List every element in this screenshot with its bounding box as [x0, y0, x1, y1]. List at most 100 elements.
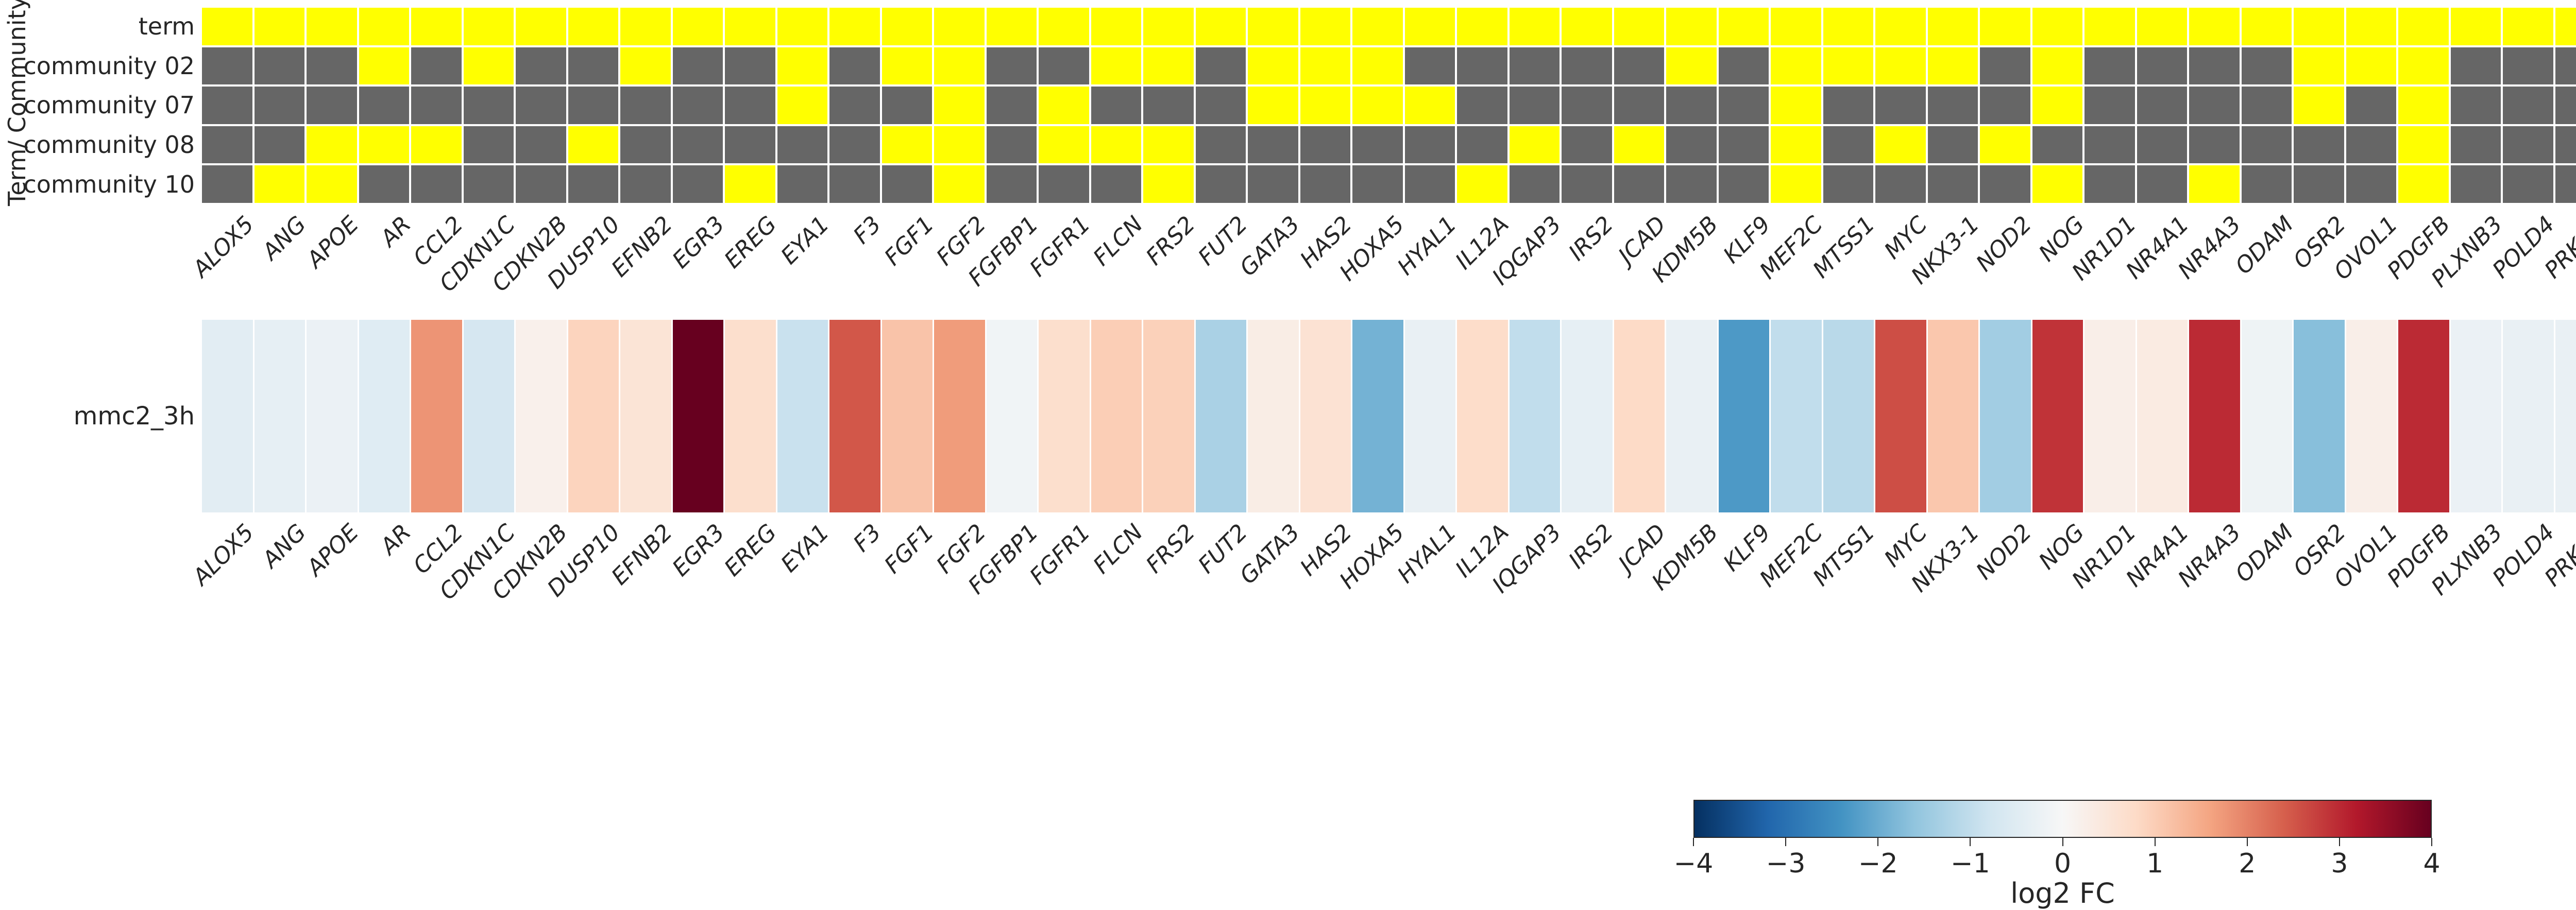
membership-cell: [2294, 126, 2344, 164]
membership-cell: [620, 126, 671, 164]
membership-cell: [1980, 47, 2030, 85]
membership-cell: [2398, 126, 2449, 164]
membership-cell: [1875, 47, 1926, 85]
membership-cell: [882, 8, 932, 45]
membership-cell: [307, 47, 357, 85]
membership-cell: [1143, 165, 1194, 203]
membership-cell: [2189, 87, 2240, 124]
expression-cell: [254, 320, 305, 512]
membership-cell: [202, 165, 252, 203]
colorbar-tick: [1877, 838, 1879, 846]
expression-cell: [1614, 320, 1665, 512]
membership-cell: [2503, 126, 2553, 164]
membership-cell: [2450, 8, 2501, 45]
expression-cell: [1248, 320, 1299, 512]
membership-cell: [934, 165, 985, 203]
membership-cell: [1562, 165, 1612, 203]
membership-cell: [2294, 165, 2344, 203]
membership-cell: [254, 165, 304, 203]
membership-cell: [1457, 8, 1507, 45]
membership-cell: [1718, 47, 1769, 85]
membership-cell: [568, 8, 618, 45]
membership-cell: [2346, 8, 2396, 45]
expression-cell: [1875, 320, 1926, 512]
membership-cell: [2555, 87, 2576, 124]
membership-cell: [2346, 126, 2396, 164]
gene-label: FRS2: [1141, 519, 1200, 579]
colorbar-tick: [2246, 838, 2248, 846]
membership-cell: [411, 87, 462, 124]
membership-cell: [1823, 8, 1873, 45]
membership-cell: [2503, 165, 2553, 203]
membership-cell: [829, 126, 880, 164]
gene-label: EREG: [719, 211, 782, 274]
membership-row-label: term: [138, 12, 195, 41]
membership-cell: [1509, 165, 1560, 203]
gene-label: IRS2: [1564, 211, 1619, 266]
membership-cell: [202, 47, 252, 85]
membership-cell: [2189, 8, 2240, 45]
membership-cell: [1823, 126, 1873, 164]
membership-cell: [2084, 126, 2135, 164]
expression-cell: [1457, 320, 1508, 512]
membership-row-label: community 07: [23, 91, 195, 119]
membership-cell: [2294, 87, 2344, 124]
membership-cell: [1927, 47, 1978, 85]
expression-cell: [1143, 320, 1194, 512]
membership-cell: [1457, 87, 1507, 124]
membership-row-label: community 02: [23, 51, 195, 80]
membership-cell: [202, 126, 252, 164]
membership-cell: [463, 165, 514, 203]
expression-cell: [1927, 320, 1978, 512]
expression-cell: [2398, 320, 2449, 512]
membership-cell: [2555, 8, 2576, 45]
colorbar-tick-label: 0: [2054, 848, 2072, 879]
membership-cell: [1039, 87, 1089, 124]
membership-cell: [1404, 8, 1455, 45]
membership-cell: [777, 8, 827, 45]
membership-cell: [1300, 165, 1350, 203]
membership-cell: [463, 87, 514, 124]
membership-cell: [254, 126, 304, 164]
membership-cell: [1039, 165, 1089, 203]
colorbar: [1693, 800, 2432, 838]
membership-cell: [1248, 126, 1298, 164]
membership-cell: [568, 126, 618, 164]
membership-cell: [2346, 87, 2396, 124]
expression-cell: [1195, 320, 1246, 512]
membership-cell: [359, 87, 409, 124]
membership-cell: [1143, 47, 1194, 85]
membership-cell: [516, 47, 566, 85]
colorbar-tick-label: 1: [2146, 848, 2164, 879]
membership-cell: [1248, 47, 1298, 85]
gene-label: FLCN: [1088, 211, 1148, 271]
membership-cell: [1509, 126, 1560, 164]
membership-cell: [1771, 8, 1821, 45]
membership-cell: [1195, 8, 1246, 45]
membership-cell: [725, 126, 775, 164]
gene-label: NOD2: [1971, 211, 2037, 277]
membership-cell: [1980, 87, 2030, 124]
membership-cell: [934, 126, 985, 164]
expression-cell: [1300, 320, 1351, 512]
membership-cell: [1614, 8, 1664, 45]
membership-row-label: community 10: [23, 170, 195, 198]
expression-cell: [2032, 320, 2083, 512]
membership-cell: [1352, 87, 1403, 124]
membership-cell: [1562, 8, 1612, 45]
membership-cell: [2137, 165, 2187, 203]
colorbar-tick: [1970, 838, 1971, 846]
membership-cell: [1614, 87, 1664, 124]
membership-cell: [829, 87, 880, 124]
membership-cell: [1823, 165, 1873, 203]
membership-cell: [1039, 126, 1089, 164]
membership-cell: [1771, 165, 1821, 203]
membership-cell: [2346, 165, 2396, 203]
membership-cell: [2555, 126, 2576, 164]
membership-cell: [934, 87, 985, 124]
membership-cell: [1562, 126, 1612, 164]
membership-cell: [307, 8, 357, 45]
gene-label: EREG: [719, 519, 782, 582]
membership-cell: [1771, 47, 1821, 85]
expression-cell: [516, 320, 567, 512]
